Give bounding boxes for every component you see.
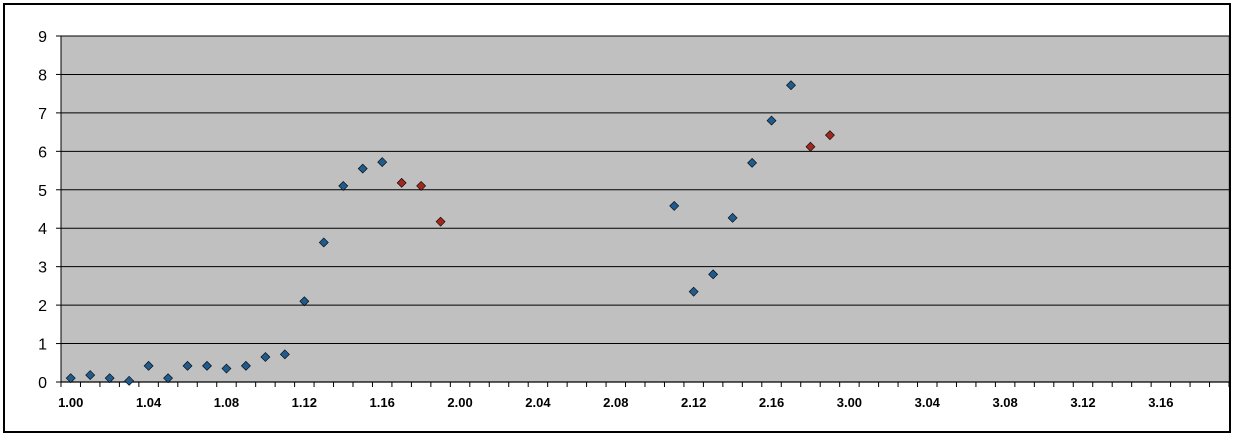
x-tick-label: 3.16: [1148, 395, 1173, 410]
y-tick-label: 6: [38, 144, 47, 161]
data-point: [221, 363, 232, 374]
y-axis: 0 1 2 3 4 5 6 7 8 9: [38, 29, 62, 392]
x-tick-label: 3.08: [992, 395, 1017, 410]
data-point: [124, 375, 135, 386]
data-point: [747, 157, 757, 168]
data-point: [143, 360, 154, 371]
y-tick-label: 3: [38, 260, 47, 277]
x-tick-label: 2.00: [447, 395, 472, 410]
x-tick-label: 2.16: [759, 395, 784, 410]
x-axis: 1.00 1.04 1.08 1.12 1.16 2.00 2.04 2.08 2.12 2.16…: [58, 381, 1229, 410]
data-point: [338, 181, 349, 191]
x-tick-label: 3.04: [915, 395, 941, 410]
data-point: [435, 216, 446, 227]
data-point: [318, 237, 329, 248]
y-tick-label: 7: [38, 106, 47, 123]
data-point: [279, 349, 290, 360]
x-tick-label: 3.12: [1070, 395, 1095, 410]
scatter-chart: 0 1 2 3 4 5 6 7 8 9 1.00 1.04 1.08 1.12 1.16 2.00 2.04 2…: [38, 29, 1229, 410]
data-point: [377, 157, 388, 168]
data-point: [396, 177, 407, 188]
data-point: [727, 212, 738, 223]
x-tick-label: 1.12: [292, 395, 317, 410]
data-point: [805, 141, 816, 152]
data-point: [669, 201, 680, 211]
gridlines: [61, 35, 1229, 345]
data-point: [299, 296, 310, 307]
data-point: [357, 163, 368, 174]
data-point: [260, 352, 271, 362]
data-point: [182, 360, 193, 371]
y-tick-label: 5: [38, 183, 47, 200]
x-tick-label: 1.08: [214, 395, 239, 410]
data-points: [65, 80, 835, 386]
data-point: [65, 373, 76, 384]
data-point: [202, 360, 212, 371]
x-tick-label: 1.04: [136, 395, 162, 410]
x-tick-label: 1.16: [370, 395, 395, 410]
y-tick-label: 8: [38, 67, 47, 84]
chart-frame: 0 1 2 3 4 5 6 7 8 9 1.00 1.04 1.08 1.12 1.16 2.00 2.04 2…: [3, 3, 1231, 433]
y-tick-label: 0: [38, 375, 47, 392]
y-tick-label: 9: [38, 29, 47, 46]
x-tick-label: 2.12: [681, 395, 706, 410]
x-tick-label: 2.08: [603, 395, 628, 410]
plot-area: [60, 35, 1229, 383]
x-tick-label: 1.00: [58, 395, 83, 410]
x-tick-label: 2.04: [525, 395, 551, 410]
data-point: [688, 286, 699, 297]
y-tick-label: 2: [38, 298, 47, 315]
data-point: [766, 115, 777, 126]
data-point: [416, 181, 427, 191]
data-point: [241, 360, 251, 371]
y-tick-label: 1: [38, 337, 47, 354]
data-point: [104, 373, 115, 384]
data-point: [163, 373, 173, 384]
data-point: [786, 80, 796, 91]
x-tick-label: 3.00: [837, 395, 862, 410]
data-point: [825, 130, 835, 141]
data-point: [85, 370, 96, 381]
y-tick-label: 4: [38, 221, 47, 238]
data-point: [708, 269, 719, 280]
